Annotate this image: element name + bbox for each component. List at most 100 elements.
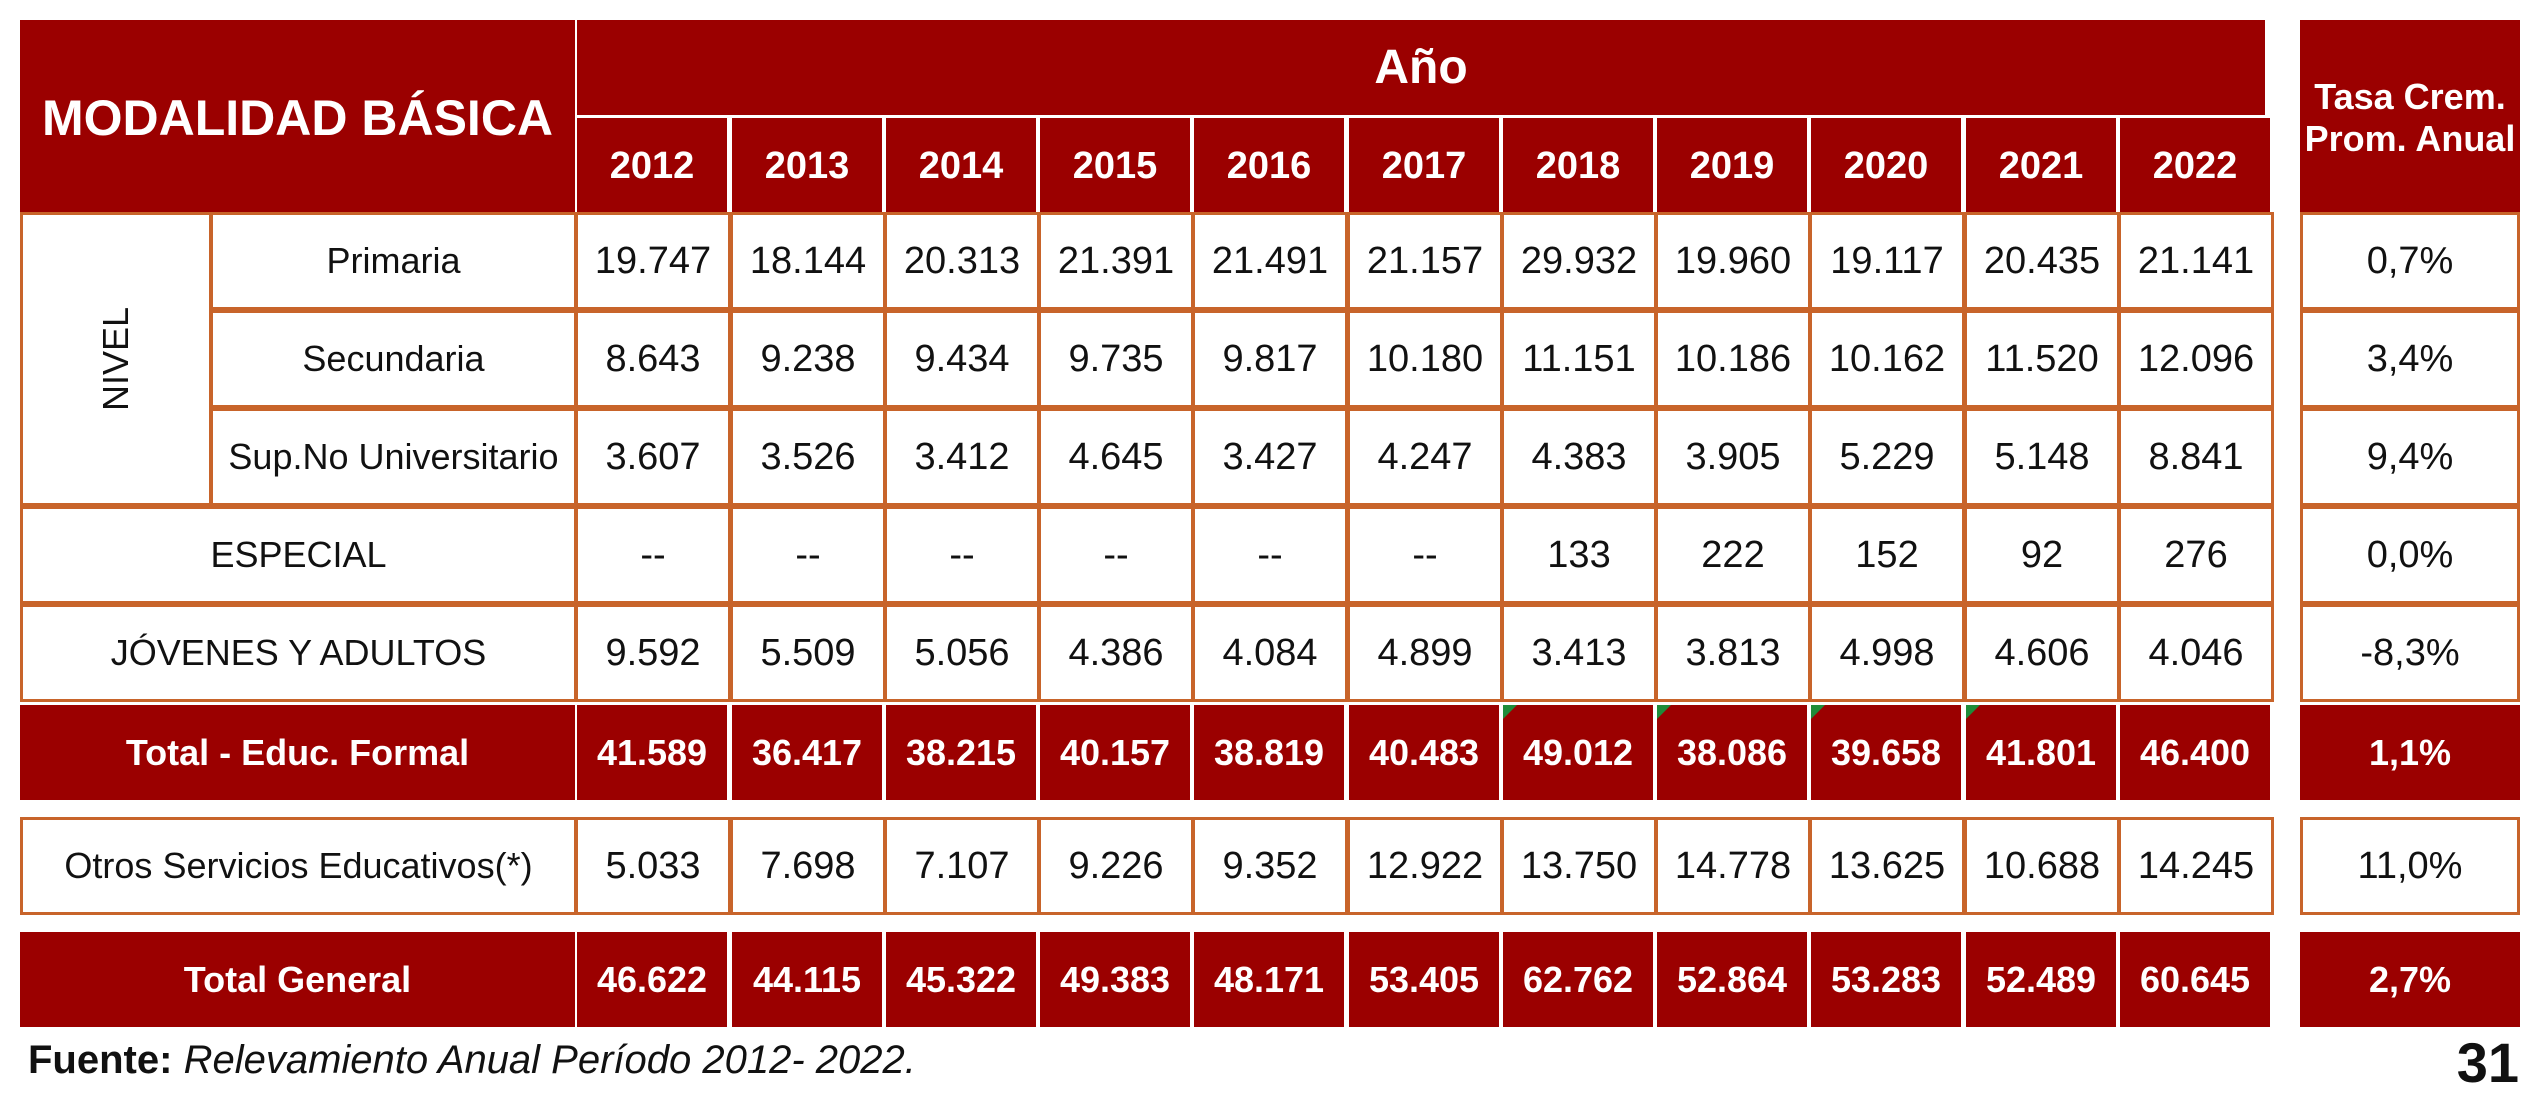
tasa-header-line: Tasa Crem. [2314,75,2506,117]
data-cell: 4.998 [1809,604,1965,702]
data-cell: 3.413 [1501,604,1657,702]
comment-marker [1503,705,1517,719]
otros-cell: 12.922 [1347,817,1503,915]
otros-cell: 7.698 [730,817,886,915]
otros-cell: 10.688 [1964,817,2120,915]
data-cell: 152 [1809,506,1965,604]
data-cell: 5.056 [884,604,1040,702]
total-general-cell: 49.383 [1040,932,1190,1027]
tasa-header: Tasa Crem. Prom. Anual [2300,20,2520,215]
otros-label: Otros Servicios Educativos(*) [20,817,577,915]
data-cell: 5.229 [1809,408,1965,506]
total-formal-cell: 49.012 [1503,705,1653,800]
data-cell: 10.186 [1655,310,1811,408]
data-cell: 4.645 [1038,408,1194,506]
total-formal-cell: 46.400 [2120,705,2270,800]
data-cell: -- [1038,506,1194,604]
comment-marker [1657,705,1671,719]
data-cell: 3.427 [1192,408,1348,506]
data-cell: 18.144 [730,212,886,310]
total-formal-cell: 41.589 [577,705,727,800]
year-header: 2018 [1503,118,1653,215]
total-formal-tasa: 1,1% [2300,705,2520,800]
data-cell: -- [1347,506,1503,604]
year-header: 2015 [1040,118,1190,215]
data-cell: 92 [1964,506,2120,604]
total-general-cell: 60.645 [2120,932,2270,1027]
year-header: 2019 [1657,118,1807,215]
data-cell: 3.607 [575,408,731,506]
total-general-tasa: 2,7% [2300,932,2520,1027]
data-cell: 4.899 [1347,604,1503,702]
total-formal-label: Total - Educ. Formal [20,705,575,800]
data-cell: 20.313 [884,212,1040,310]
row-label: Secundaria [210,310,577,408]
data-cell: 5.509 [730,604,886,702]
total-formal-cell: 38.086 [1657,705,1807,800]
comment-marker [1966,705,1980,719]
data-cell: 3.813 [1655,604,1811,702]
source-text: Relevamiento Anual Período 2012- 2022. [183,1038,916,1082]
source-note: Fuente: Relevamiento Anual Período 2012-… [28,1038,916,1083]
otros-cell: 9.226 [1038,817,1194,915]
data-cell: 9.238 [730,310,886,408]
row-label: Sup.No Universitario [210,408,577,506]
total-formal-cell: 38.215 [886,705,1036,800]
tasa-cell: 0,7% [2300,212,2520,310]
modalidad-header: MODALIDAD BÁSICA [20,20,575,215]
data-cell: 11.520 [1964,310,2120,408]
year-header: 2014 [886,118,1036,215]
total-formal-cell: 39.658 [1811,705,1961,800]
year-header: 2012 [577,118,727,215]
total-formal-cell: 41.801 [1966,705,2116,800]
year-header: 2016 [1194,118,1344,215]
source-label: Fuente: [28,1038,173,1082]
row-label: JÓVENES Y ADULTOS [20,604,577,702]
data-cell: 10.162 [1809,310,1965,408]
data-cell: 19.117 [1809,212,1965,310]
total-general-cell: 48.171 [1194,932,1344,1027]
data-cell: 20.435 [1964,212,2120,310]
total-formal-cell: 36.417 [732,705,882,800]
total-general-label: Total General [20,932,575,1027]
data-cell: 10.180 [1347,310,1503,408]
data-cell: 21.491 [1192,212,1348,310]
data-cell: -- [884,506,1040,604]
data-cell: 21.141 [2118,212,2274,310]
total-general-cell: 53.405 [1349,932,1499,1027]
data-cell: 9.735 [1038,310,1194,408]
nivel-label: NIVEL [20,212,212,506]
data-cell: 9.592 [575,604,731,702]
year-header: 2017 [1349,118,1499,215]
data-cell: 3.905 [1655,408,1811,506]
total-general-cell: 62.762 [1503,932,1653,1027]
tasa-cell: 0,0% [2300,506,2520,604]
data-cell: 3.412 [884,408,1040,506]
otros-tasa: 11,0% [2300,817,2520,915]
otros-cell: 5.033 [575,817,731,915]
otros-cell: 14.778 [1655,817,1811,915]
data-cell: 19.960 [1655,212,1811,310]
data-cell: 21.157 [1347,212,1503,310]
data-cell: 4.247 [1347,408,1503,506]
page-number: 31 [2456,1031,2519,1094]
data-cell: 3.526 [730,408,886,506]
data-cell: 4.386 [1038,604,1194,702]
data-cell: -- [575,506,731,604]
otros-cell: 13.625 [1809,817,1965,915]
otros-cell: 13.750 [1501,817,1657,915]
otros-cell: 7.107 [884,817,1040,915]
total-general-cell: 44.115 [732,932,882,1027]
row-label: ESPECIAL [20,506,577,604]
data-cell: 5.148 [1964,408,2120,506]
total-formal-cell: 38.819 [1194,705,1344,800]
data-cell: 4.383 [1501,408,1657,506]
total-general-cell: 52.864 [1657,932,1807,1027]
data-cell: 11.151 [1501,310,1657,408]
data-cell: 8.841 [2118,408,2274,506]
total-general-cell: 45.322 [886,932,1036,1027]
data-cell: 4.084 [1192,604,1348,702]
year-header: 2021 [1966,118,2116,215]
data-cell: 222 [1655,506,1811,604]
data-cell: 133 [1501,506,1657,604]
